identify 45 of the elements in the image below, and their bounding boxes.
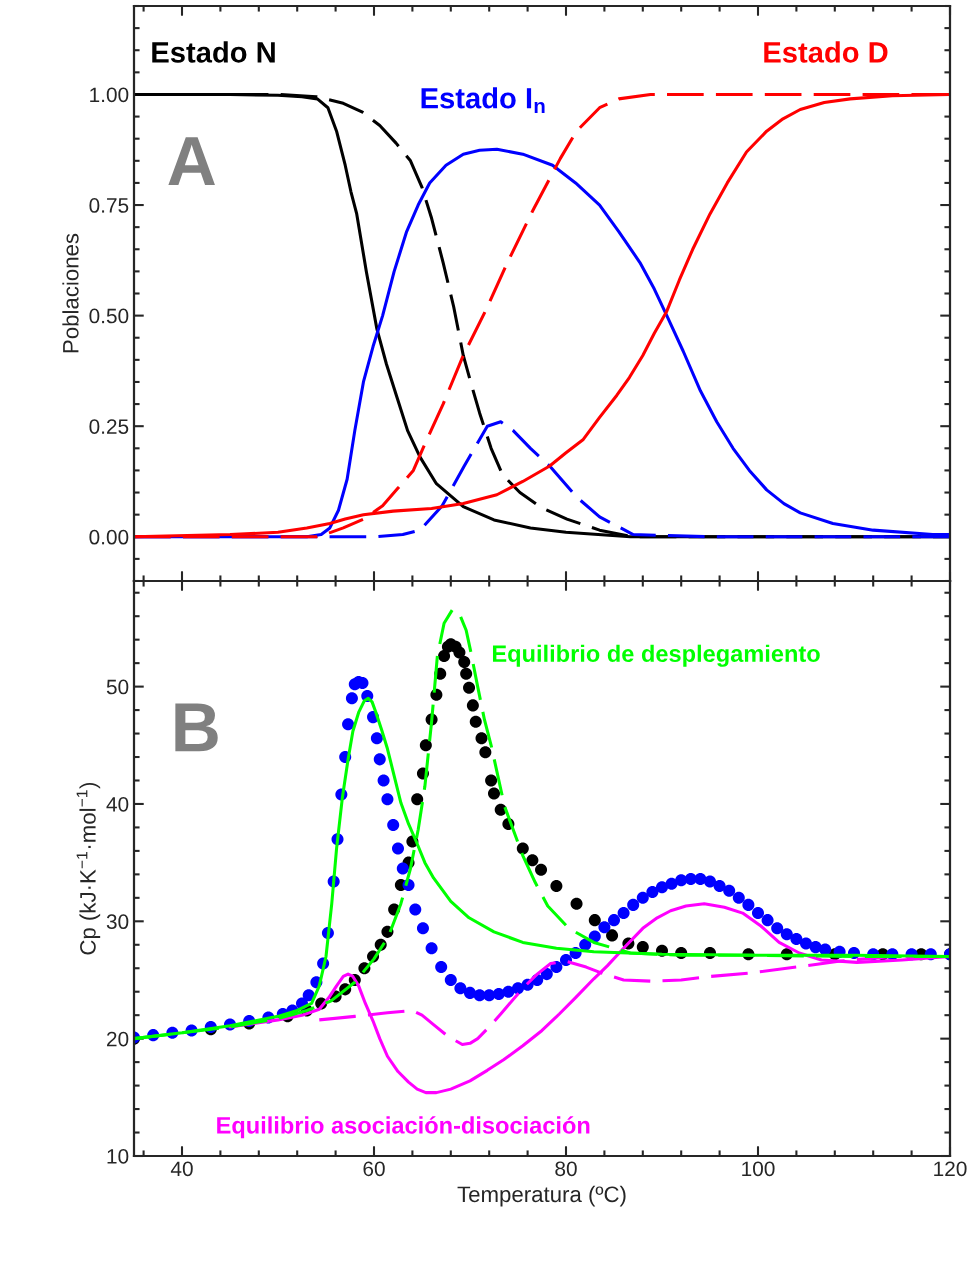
point xyxy=(460,667,473,680)
point xyxy=(458,655,471,668)
x-tick-label: 120 xyxy=(934,1161,967,1177)
y-tick-label: 30 xyxy=(106,914,129,930)
text: Equilibrio de desplegamiento xyxy=(492,644,820,667)
point xyxy=(463,681,476,694)
point xyxy=(475,732,488,745)
point xyxy=(485,774,498,787)
point xyxy=(588,914,601,927)
annotation: B xyxy=(175,703,218,752)
y-axis-title: Cp (kJ·K$^{−1}$·mol$^{−1}$) xyxy=(76,782,101,955)
series-label: Estado D xyxy=(764,41,888,63)
point xyxy=(526,854,539,867)
point xyxy=(411,793,424,806)
point xyxy=(550,880,563,893)
series-label: Estado N xyxy=(152,41,275,63)
series-label: Estado I$_{n}$ xyxy=(421,87,545,113)
y-tick-label: 50 xyxy=(106,679,129,695)
annotation: A xyxy=(168,137,215,185)
point xyxy=(419,739,432,752)
point xyxy=(516,842,529,855)
x-tick-label: 100 xyxy=(742,1161,775,1177)
point xyxy=(570,897,583,910)
x-axis-title: Temperatura (ºC) xyxy=(457,1185,626,1207)
point xyxy=(466,699,479,712)
x-tick-label: 40 xyxy=(170,1161,193,1177)
y-tick-label: 0.75 xyxy=(89,198,129,213)
point xyxy=(535,863,548,876)
y-axis-title: Poblaciones xyxy=(62,233,79,353)
series-label: Equilibrio asociación-disociación xyxy=(217,1116,590,1139)
y-tick-label: 0.00 xyxy=(89,529,129,545)
point xyxy=(487,787,501,800)
y-tick-label: 20 xyxy=(107,1031,129,1047)
point xyxy=(453,646,466,659)
point xyxy=(469,715,482,728)
point xyxy=(479,746,492,759)
point xyxy=(606,929,619,942)
y-tick-label: 0.25 xyxy=(89,419,129,434)
y-tick-label: 40 xyxy=(106,796,129,812)
point xyxy=(438,650,451,663)
x-tick-label: 80 xyxy=(555,1161,577,1177)
y-tick-label: 0.50 xyxy=(89,308,129,324)
x-tick-label: 60 xyxy=(363,1161,385,1177)
y-tick-label: 10 xyxy=(107,1149,129,1164)
y-tick-label: 1.00 xyxy=(90,87,129,103)
